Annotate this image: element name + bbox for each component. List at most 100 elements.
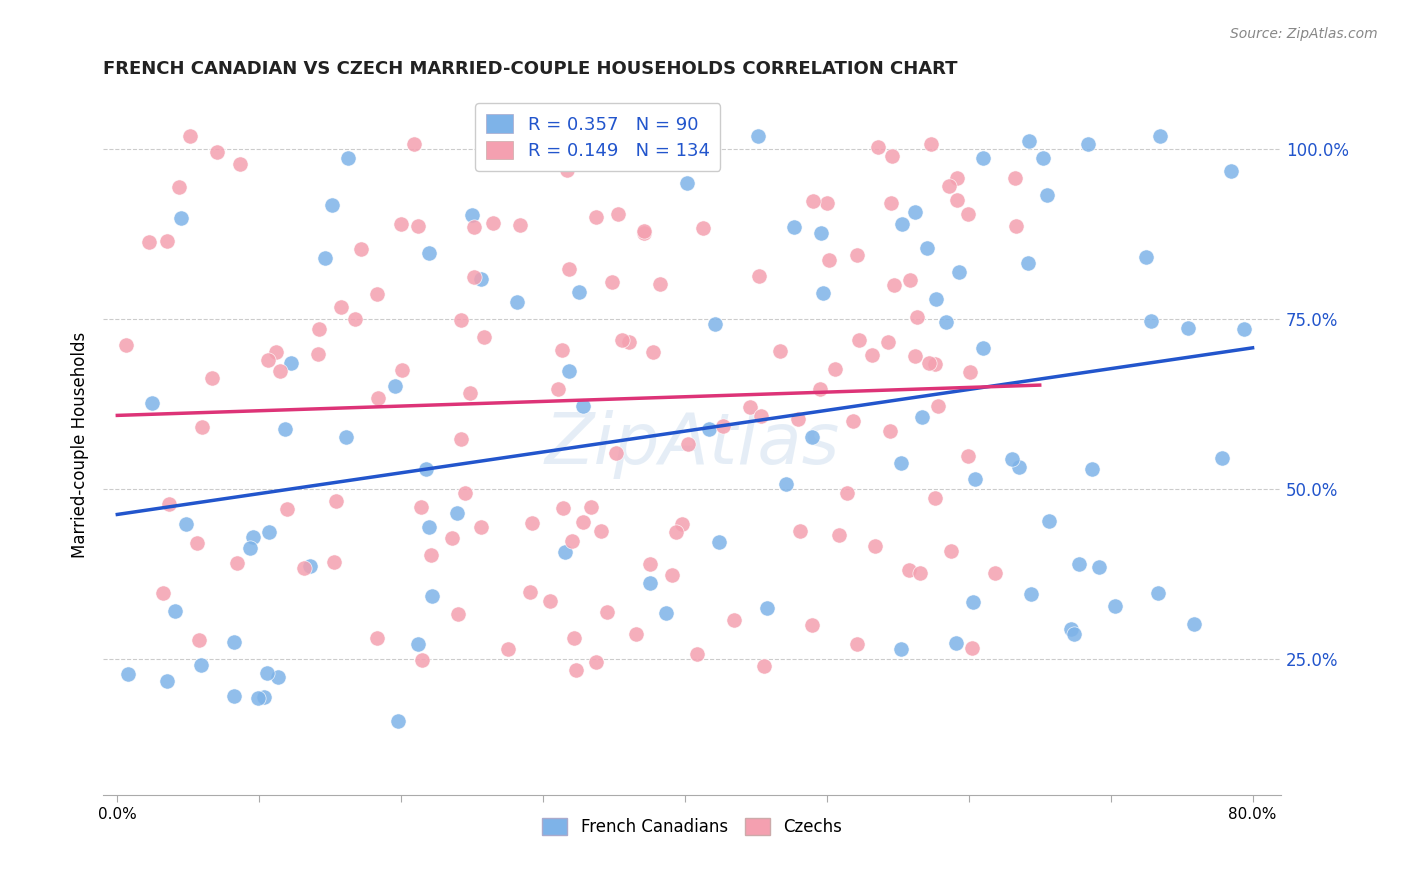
Point xyxy=(704,317,727,331)
Point xyxy=(624,627,647,641)
Point xyxy=(406,219,429,233)
Point xyxy=(775,477,797,491)
Point xyxy=(911,410,934,425)
Point xyxy=(1017,256,1039,270)
Point xyxy=(1104,599,1126,613)
Point xyxy=(225,556,247,570)
Point xyxy=(391,363,413,377)
Point xyxy=(1038,514,1060,528)
Point xyxy=(877,335,900,350)
Point xyxy=(170,211,193,226)
Point xyxy=(350,243,373,257)
Point xyxy=(1135,250,1157,264)
Point xyxy=(917,241,939,255)
Point xyxy=(156,673,179,688)
Point xyxy=(276,501,298,516)
Point xyxy=(406,637,429,651)
Point xyxy=(402,137,425,152)
Point xyxy=(661,568,683,582)
Point xyxy=(229,157,252,171)
Point xyxy=(596,605,619,619)
Point xyxy=(818,252,841,267)
Point xyxy=(904,205,927,219)
Point xyxy=(482,216,505,230)
Point xyxy=(551,343,574,358)
Point xyxy=(1147,586,1170,600)
Point xyxy=(498,642,520,657)
Point xyxy=(152,585,174,599)
Point xyxy=(665,525,688,540)
Point xyxy=(418,520,440,534)
Point xyxy=(267,670,290,684)
Point xyxy=(538,594,561,608)
Point xyxy=(860,348,883,362)
Point xyxy=(801,618,824,632)
Point xyxy=(845,637,868,651)
Point xyxy=(470,272,492,286)
Point xyxy=(655,606,678,620)
Point xyxy=(910,566,932,580)
Point xyxy=(585,211,607,225)
Point xyxy=(835,486,858,500)
Point xyxy=(572,516,595,530)
Point xyxy=(1008,459,1031,474)
Point xyxy=(972,151,994,165)
Point xyxy=(880,195,903,210)
Point xyxy=(366,287,388,301)
Point xyxy=(711,419,734,434)
Point xyxy=(723,613,745,627)
Point xyxy=(519,585,541,599)
Point xyxy=(898,563,921,577)
Point xyxy=(939,544,962,558)
Point xyxy=(675,176,697,190)
Point xyxy=(115,338,138,352)
Point xyxy=(946,171,969,186)
Point xyxy=(962,595,984,609)
Point xyxy=(828,527,851,541)
Point xyxy=(1067,557,1090,571)
Point xyxy=(671,145,693,160)
Point xyxy=(848,333,870,347)
Point xyxy=(419,548,441,562)
Point xyxy=(1220,164,1243,178)
Point xyxy=(610,334,633,348)
Point xyxy=(325,493,347,508)
Point xyxy=(585,655,607,669)
Point xyxy=(474,146,496,161)
Point xyxy=(740,400,762,414)
Point xyxy=(314,251,336,265)
Point xyxy=(957,449,980,463)
Point xyxy=(959,365,981,379)
Point xyxy=(299,558,322,573)
Point xyxy=(344,312,367,326)
Point xyxy=(409,500,432,514)
Point xyxy=(384,379,406,393)
Point xyxy=(783,219,806,234)
Point xyxy=(239,541,262,556)
Point xyxy=(274,422,297,436)
Point xyxy=(470,520,492,534)
Point xyxy=(450,313,472,327)
Point xyxy=(879,424,901,438)
Point xyxy=(387,714,409,729)
Legend: French Canadians, Czechs: French Canadians, Czechs xyxy=(536,811,848,842)
Point xyxy=(810,226,832,240)
Point xyxy=(558,364,581,378)
Point xyxy=(817,196,839,211)
Point xyxy=(463,270,485,285)
Point xyxy=(606,207,628,221)
Point xyxy=(256,666,278,681)
Point xyxy=(984,566,1007,580)
Point xyxy=(633,227,655,241)
Point xyxy=(558,261,581,276)
Point xyxy=(1063,627,1085,641)
Point xyxy=(768,343,790,358)
Point xyxy=(863,539,886,553)
Point xyxy=(335,430,357,444)
Point xyxy=(307,347,329,361)
Point xyxy=(201,371,224,385)
Point xyxy=(446,506,468,520)
Point xyxy=(418,245,440,260)
Point xyxy=(824,362,846,376)
Point xyxy=(972,341,994,355)
